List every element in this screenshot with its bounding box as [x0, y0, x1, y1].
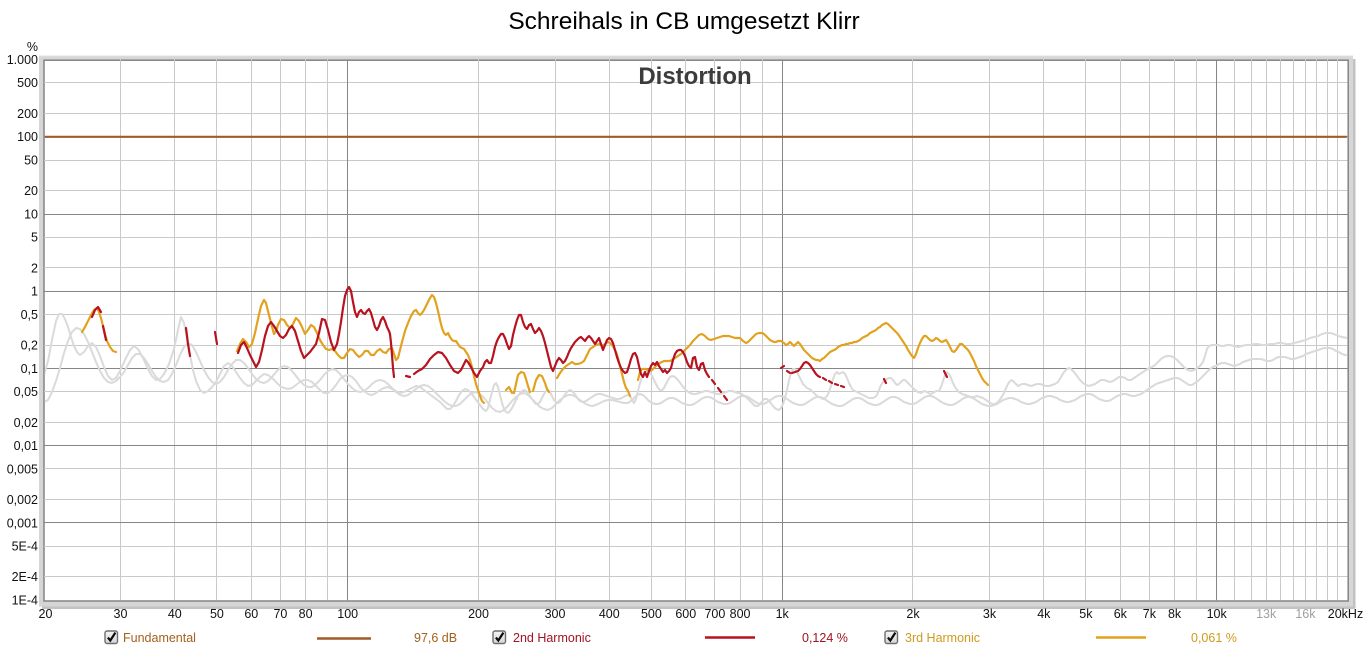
svg-text:50: 50: [210, 607, 224, 621]
svg-text:20: 20: [39, 607, 53, 621]
svg-text:6k: 6k: [1114, 607, 1128, 621]
svg-text:0,124 %: 0,124 %: [802, 631, 848, 645]
svg-text:1: 1: [31, 285, 38, 299]
svg-text:700: 700: [704, 607, 725, 621]
svg-text:0,001: 0,001: [7, 516, 38, 530]
svg-text:800: 800: [730, 607, 751, 621]
svg-text:50: 50: [24, 153, 38, 167]
svg-text:0,5: 0,5: [21, 308, 38, 322]
svg-text:70: 70: [273, 607, 287, 621]
svg-text:20: 20: [24, 184, 38, 198]
svg-text:0,01: 0,01: [14, 439, 38, 453]
svg-text:3k: 3k: [983, 607, 997, 621]
svg-text:%: %: [27, 40, 38, 54]
svg-text:97,6 dB: 97,6 dB: [414, 631, 457, 645]
svg-text:20kHz: 20kHz: [1328, 607, 1363, 621]
svg-text:0,2: 0,2: [21, 339, 38, 353]
svg-text:30: 30: [114, 607, 128, 621]
svg-text:13k: 13k: [1256, 607, 1277, 621]
svg-text:2k: 2k: [906, 607, 920, 621]
svg-text:Schreihals in CB umgesetzt Kli: Schreihals in CB umgesetzt Klirr: [508, 8, 859, 35]
svg-text:10: 10: [24, 207, 38, 221]
svg-text:0,005: 0,005: [7, 462, 38, 476]
svg-text:200: 200: [468, 607, 489, 621]
svg-text:100: 100: [337, 607, 358, 621]
svg-text:500: 500: [641, 607, 662, 621]
svg-text:5E-4: 5E-4: [12, 540, 38, 554]
svg-text:600: 600: [675, 607, 696, 621]
svg-text:500: 500: [17, 76, 38, 90]
svg-text:5: 5: [31, 231, 38, 245]
svg-text:2E-4: 2E-4: [12, 570, 38, 584]
svg-text:4k: 4k: [1037, 607, 1051, 621]
svg-text:60: 60: [244, 607, 258, 621]
svg-text:2nd Harmonic: 2nd Harmonic: [513, 631, 591, 645]
svg-text:100: 100: [17, 130, 38, 144]
svg-text:80: 80: [299, 607, 313, 621]
svg-text:40: 40: [168, 607, 182, 621]
svg-text:8k: 8k: [1168, 607, 1182, 621]
svg-text:5k: 5k: [1079, 607, 1093, 621]
svg-text:1E-4: 1E-4: [12, 594, 38, 608]
svg-text:0,002: 0,002: [7, 493, 38, 507]
svg-text:7k: 7k: [1143, 607, 1157, 621]
svg-text:300: 300: [545, 607, 566, 621]
svg-text:16k: 16k: [1295, 607, 1316, 621]
svg-text:3rd Harmonic: 3rd Harmonic: [905, 631, 980, 645]
svg-text:1k: 1k: [776, 607, 790, 621]
svg-text:Distortion: Distortion: [638, 63, 751, 90]
svg-text:10k: 10k: [1207, 607, 1228, 621]
svg-text:400: 400: [599, 607, 620, 621]
svg-text:200: 200: [17, 107, 38, 121]
svg-text:0,05: 0,05: [14, 385, 38, 399]
svg-text:1.000: 1.000: [7, 53, 38, 67]
svg-text:0,02: 0,02: [14, 416, 38, 430]
svg-text:Fundamental: Fundamental: [123, 631, 196, 645]
svg-text:0,1: 0,1: [21, 362, 38, 376]
svg-text:0,061 %: 0,061 %: [1191, 631, 1237, 645]
svg-text:2: 2: [31, 261, 38, 275]
